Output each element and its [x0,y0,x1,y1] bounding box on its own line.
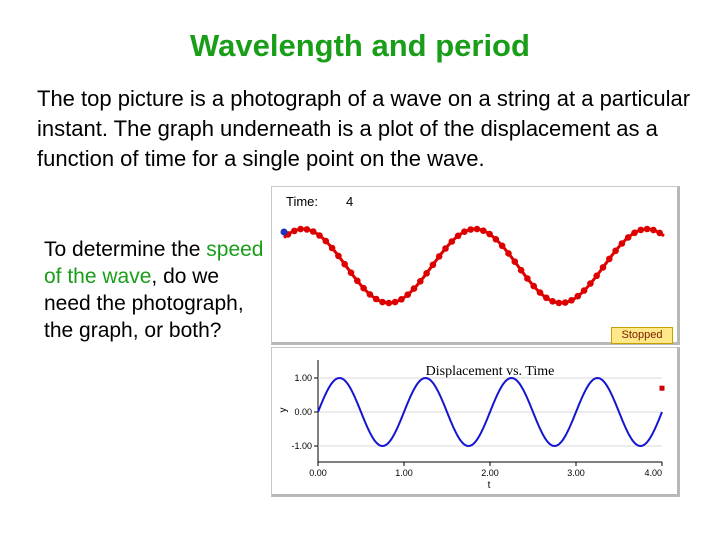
x-tick-label: 2.00 [481,468,499,478]
string-bead [568,297,575,304]
string-bead [505,250,512,257]
string-bead [442,245,449,252]
x-tick-label: 3.00 [567,468,585,478]
string-bead [347,269,355,277]
y-tick-label: -1.00 [291,441,312,451]
string-bead [656,229,663,237]
slide-title: Wavelength and period [190,28,530,63]
string-bead [467,226,475,233]
string-bead [543,294,550,302]
string-bead [517,266,525,274]
time-label: Time: [286,194,319,209]
string-bead [303,226,311,233]
string-bead [599,264,607,271]
string-bead [549,298,556,305]
string-bead [316,232,323,239]
string-bead [612,247,619,255]
string-bead [391,298,399,306]
string-bead [536,289,544,296]
displacement-line [317,376,663,448]
y-tick-label: 1.00 [294,373,312,383]
string-bead [335,252,342,260]
string-bead [574,292,582,300]
string-start-marker [280,228,288,236]
string-bead [524,275,531,282]
string-bead [372,295,380,303]
string-bead [435,253,443,260]
string-wave [283,225,665,307]
intro-paragraph: The top picture is a photograph of a wav… [37,86,691,171]
string-bead [398,296,405,303]
graph-end-marker [659,385,665,391]
graph-x-label: t [488,480,491,491]
graph-title: Displacement vs. Time [426,364,555,379]
string-bead [587,280,594,287]
string-bead [454,232,462,240]
string-bead [593,272,600,280]
y-tick-label: 0.00 [294,407,312,417]
string-bead [360,284,367,292]
string-bead [486,230,493,238]
string-bead [309,228,317,235]
string-bead [650,226,657,234]
string-bead [354,277,361,285]
string-bead [561,299,569,306]
string-bead [480,227,487,234]
string-bead [461,228,468,235]
question-text-after: , do we need the photograph, the graph, … [44,265,244,342]
string-bead [379,298,386,306]
string-bead [637,226,645,234]
string-bead [473,225,481,233]
x-tick-label: 4.00 [644,468,662,478]
string-bead [410,285,418,292]
time-value: 4 [346,194,354,209]
graph-panel [271,347,680,497]
graph-ticks: 1.00 0.00 -1.00 0.00 1.00 2.00 3.00 4.00 [291,373,663,478]
string-bead [624,234,632,241]
question-text-before: To determine the [44,238,207,261]
string-bead [291,227,298,235]
string-bead [580,287,588,294]
string-bead [341,260,349,268]
string-bead [643,225,651,233]
string-bead [498,242,506,250]
string-bead [366,291,374,298]
string-bead [404,291,412,299]
string-bead [429,261,437,269]
string-bead [555,299,563,307]
string-bead [322,237,330,245]
string-wave-line [283,227,665,305]
string-bead [417,278,424,285]
x-tick-label: 1.00 [395,468,413,478]
string-bead [297,225,304,233]
string-bead [385,299,393,307]
string-bead [618,240,626,247]
string-bead [328,244,336,252]
string-bead [511,258,519,266]
x-tick-label: 0.00 [309,468,327,478]
question-paragraph: To determine the speed of the wave, do w… [44,236,264,344]
string-bead [492,236,500,243]
string-wave-panel [271,186,680,345]
stopped-button[interactable]: Stopped [611,327,673,344]
string-bead [606,255,613,263]
string-bead [631,229,638,237]
question-highlight: speed of the wave [44,238,264,288]
string-bead [530,282,537,290]
graph-y-label: y [278,408,289,413]
string-bead [448,238,456,245]
string-bead [423,270,430,277]
